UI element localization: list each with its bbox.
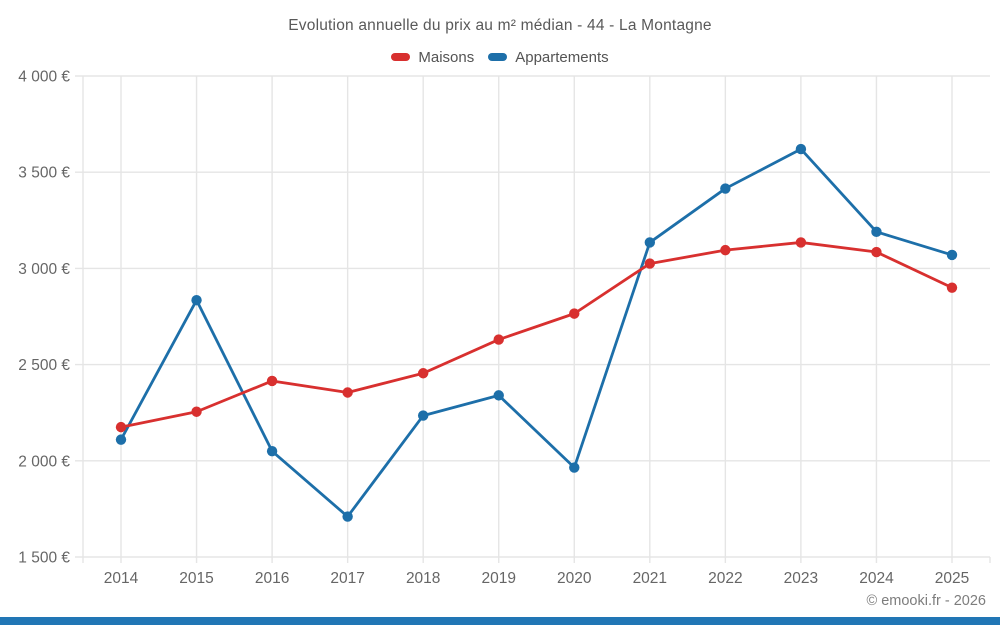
y-tick-label: 2 000 €: [18, 453, 70, 470]
data-point-appartements-2020[interactable]: [569, 462, 580, 473]
y-tick-label: 4 000 €: [18, 69, 70, 86]
data-point-appartements-2017[interactable]: [342, 511, 353, 522]
x-tick-label: 2022: [708, 570, 742, 587]
data-point-appartements-2023[interactable]: [795, 143, 807, 155]
data-point-maisons-2020[interactable]: [569, 308, 580, 319]
x-tick-label: 2019: [481, 570, 515, 587]
data-point-maisons-2025[interactable]: [946, 282, 958, 293]
x-tick-label: 2025: [935, 570, 969, 587]
x-tick-label: 2015: [179, 570, 213, 587]
data-point-maisons-2017[interactable]: [342, 387, 353, 398]
brand-bottom-bar: [0, 617, 1000, 625]
series-line-maisons: [119, 241, 954, 429]
data-point-maisons-2014[interactable]: [115, 421, 127, 433]
x-tick-label: 2024: [859, 570, 894, 587]
data-point-appartements-2019[interactable]: [493, 390, 504, 401]
data-point-appartements-2021[interactable]: [644, 237, 656, 248]
data-point-maisons-2024[interactable]: [871, 246, 882, 258]
data-point-appartements-2022[interactable]: [720, 183, 731, 194]
data-point-maisons-2019[interactable]: [493, 334, 504, 345]
x-tick-label: 2020: [557, 570, 592, 587]
data-point-appartements-2015[interactable]: [191, 294, 202, 306]
legend-item-maisons[interactable]: Maisons: [391, 49, 474, 66]
data-point-maisons-2023[interactable]: [795, 237, 807, 248]
x-tick-label: 2016: [255, 570, 289, 587]
legend-swatch-icon: [488, 53, 508, 61]
chart-title: Evolution annuelle du prix au m² médian …: [288, 17, 712, 34]
data-point-maisons-2015[interactable]: [191, 406, 202, 417]
data-point-maisons-2022[interactable]: [720, 244, 731, 256]
data-point-appartements-2016[interactable]: [266, 445, 278, 457]
x-tick-label: 2021: [633, 570, 667, 587]
y-tick-label: 2 500 €: [18, 357, 70, 374]
series-line-appartements: [119, 147, 954, 518]
x-tick-label: 2017: [330, 570, 364, 587]
chart-legend: Maisons Appartements: [0, 46, 1000, 68]
data-point-appartements-2018[interactable]: [417, 410, 429, 421]
y-tick-label: 3 500 €: [18, 165, 70, 182]
legend-label: Maisons: [418, 48, 475, 66]
copyright-credit: © emooki.fr - 2026: [866, 593, 986, 609]
legend-swatch-icon: [391, 53, 411, 61]
legend-label: Appartements: [515, 48, 609, 66]
x-tick-label: 2018: [406, 570, 440, 587]
data-point-maisons-2018[interactable]: [417, 368, 429, 379]
x-tick-label: 2023: [784, 570, 818, 587]
legend-item-appartements[interactable]: Appartements: [488, 48, 609, 66]
data-point-appartements-2024[interactable]: [871, 226, 882, 238]
y-tick-label: 3 000 €: [18, 261, 70, 278]
y-tick-label: 1 500 €: [18, 550, 70, 567]
data-point-appartements-2014[interactable]: [115, 434, 127, 445]
data-point-maisons-2021[interactable]: [644, 258, 656, 269]
data-point-maisons-2016[interactable]: [266, 375, 278, 387]
x-tick-label: 2014: [104, 570, 139, 587]
data-point-appartements-2025[interactable]: [946, 249, 958, 261]
